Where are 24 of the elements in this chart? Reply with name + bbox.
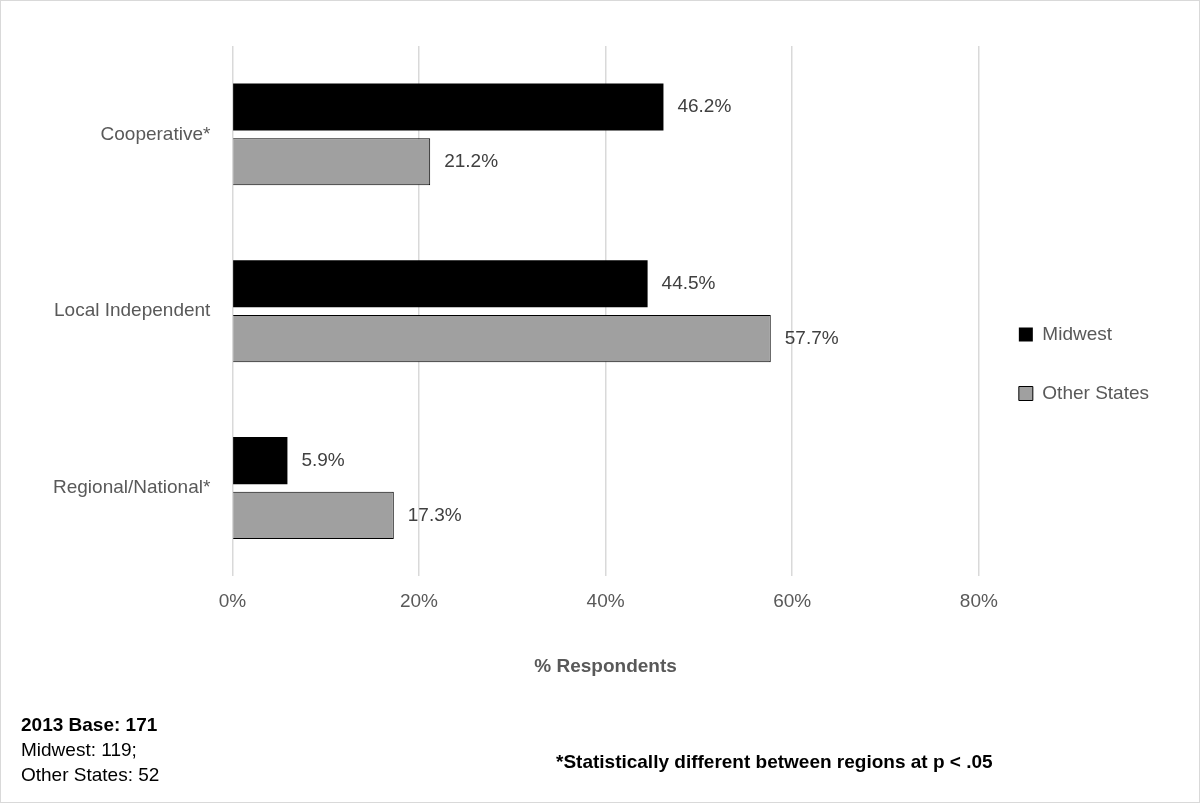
y-tick-label: Cooperative* bbox=[100, 122, 211, 144]
text: *Statistically different between regions at p < .05 bbox=[556, 751, 993, 773]
x-tick-label: 20% bbox=[399, 590, 439, 612]
data-label: 46.2% bbox=[677, 95, 732, 117]
data-label: 5.9% bbox=[301, 448, 345, 470]
text: 2013 Base: 171 bbox=[21, 714, 158, 736]
text: Other States: 52 bbox=[21, 764, 160, 786]
data-label: 57.7% bbox=[784, 326, 839, 348]
bar bbox=[233, 260, 648, 308]
x-axis-title: % Respondents bbox=[534, 654, 677, 676]
bar bbox=[233, 83, 664, 131]
x-tick-label: 80% bbox=[959, 590, 998, 612]
legend-label: Other States bbox=[1042, 381, 1150, 403]
x-tick-label: 40% bbox=[586, 590, 625, 612]
legend-label: Midwest bbox=[1042, 322, 1113, 344]
y-tick-label: Local Independent bbox=[54, 299, 212, 321]
data-label: 44.5% bbox=[661, 272, 716, 294]
bar bbox=[233, 437, 288, 485]
data-label: 21.2% bbox=[444, 150, 499, 172]
x-tick-label: 60% bbox=[773, 590, 812, 612]
y-tick-label: Regional/National* bbox=[52, 476, 211, 498]
text: Midwest: 119; bbox=[21, 739, 137, 761]
x-tick-label: 0% bbox=[218, 590, 247, 612]
data-label: 17.3% bbox=[407, 503, 462, 525]
